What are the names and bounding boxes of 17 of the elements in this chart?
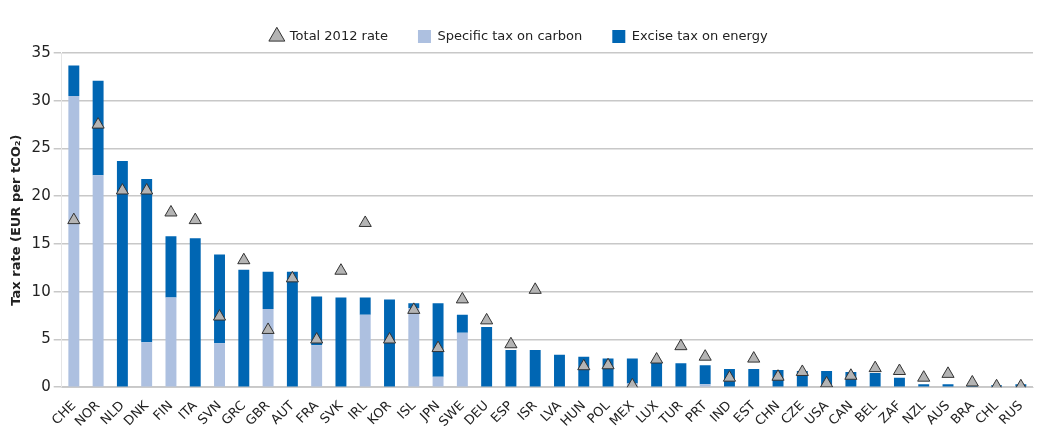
legend-label: Excise tax on energy bbox=[631, 27, 768, 43]
y-tick-label: 5 bbox=[41, 329, 51, 348]
y-tick-label: 10 bbox=[31, 281, 51, 300]
y-tick-label: 25 bbox=[31, 138, 51, 157]
y-axis-title: Tax rate (EUR per tCO₂) bbox=[8, 134, 24, 306]
y-tick-label: 15 bbox=[31, 233, 51, 252]
x-tick-label: FIN bbox=[149, 397, 176, 424]
y-tick-label: 20 bbox=[31, 186, 51, 205]
x-tick-label: ISL bbox=[394, 397, 419, 422]
legend-label: Total 2012 rate bbox=[288, 27, 388, 43]
x-tick-label: IND bbox=[706, 397, 734, 425]
x-tick-label: ISR bbox=[514, 397, 540, 424]
legend-label: Specific tax on carbon bbox=[437, 27, 583, 43]
x-tick-label: ESP bbox=[487, 397, 516, 426]
y-tick-label: 30 bbox=[31, 90, 51, 109]
y-tick-label: 35 bbox=[31, 42, 51, 61]
y-tick-label: 0 bbox=[41, 377, 51, 396]
